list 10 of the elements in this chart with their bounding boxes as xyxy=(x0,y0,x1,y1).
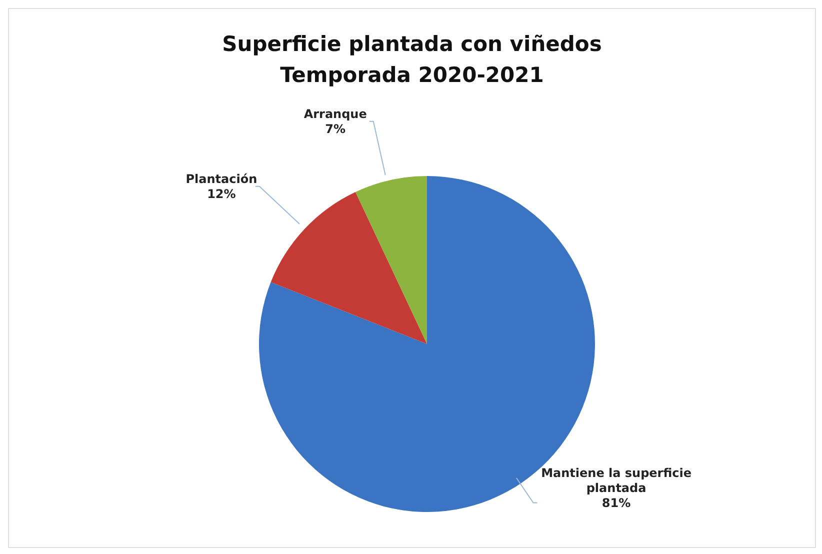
pie-slice xyxy=(270,192,427,344)
data-label: 7% xyxy=(325,122,346,136)
slice-label: Arranque xyxy=(304,106,367,121)
data-label: 12% xyxy=(207,186,236,201)
pie-slice xyxy=(355,176,427,344)
chart-subtitle: Temporada 2020-2021 xyxy=(279,62,545,89)
chart-title: Superficie plantada con viñedos xyxy=(221,31,603,58)
slice-label: Plantación xyxy=(186,172,258,186)
data-label: 81% xyxy=(602,496,631,510)
slice-label: Mantiene la superficie plantada xyxy=(541,466,692,495)
